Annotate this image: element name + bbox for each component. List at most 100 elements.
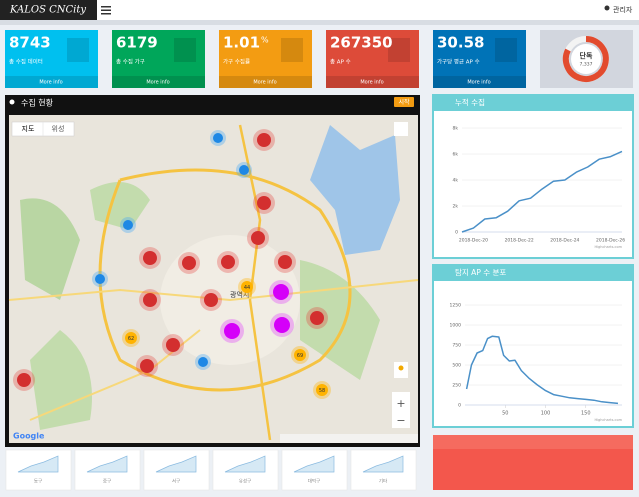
start-button[interactable] [394,97,414,107]
cluster [241,281,253,293]
more-info[interactable]: More info [253,80,276,86]
cluster [278,255,292,269]
sparkline [293,455,335,473]
cluster [224,323,240,339]
cluster-count: 62 [128,336,134,342]
panel-header [433,265,633,281]
line-series [461,150,623,233]
cluster [198,357,208,367]
cluster [213,133,223,143]
gauge-value: 7,337 [580,62,593,68]
map: + − [8,115,419,443]
stat-card [219,30,312,88]
cluster [316,384,328,396]
y-tick-label: 0 [458,403,461,409]
y-tick-label: 1000 [450,323,462,329]
cluster [294,349,306,361]
map-tab[interactable]: 지도 [22,124,35,133]
stat-unit: % [261,36,269,45]
city-label: 광역시 [230,290,249,299]
district-label: 기타 [379,478,388,485]
y-tick-label: 4k [453,178,459,184]
cluster [125,332,137,344]
menu-toggle[interactable] [101,6,111,15]
map-tab[interactable]: 위성 [52,124,65,133]
stat-label: 총 수집 가구 [116,58,145,66]
more-info[interactable]: More info [467,80,490,86]
y-tick-label: 1250 [450,303,462,309]
card-footer [433,76,526,88]
card-icon [67,38,89,62]
sparkline [224,455,266,473]
district-label: 중구 [103,479,111,485]
district-label: 유성구 [239,478,251,485]
cluster [204,293,218,307]
x-tick-label: 50 [502,411,508,417]
cluster [143,293,157,307]
stat-card [112,30,205,88]
logo-box [0,0,97,20]
stat-label: 가구당 평균 AP 수 [437,58,480,66]
panel-header [433,435,633,449]
cluster [257,196,271,210]
chart-panel [432,94,634,259]
card-icon [281,38,303,62]
stat-card [326,30,419,88]
gauge-center [571,44,601,74]
user-menu[interactable]: 관리자 [613,5,633,14]
district-label: 서구 [172,478,180,485]
cluster-count: 58 [319,388,325,394]
cluster-count: 44 [244,285,250,291]
cluster [143,251,157,265]
more-info[interactable]: More info [360,80,383,86]
card-footer [326,76,419,88]
user-icon [604,5,610,11]
divider [0,20,639,25]
cluster [166,338,180,352]
stat-value: 30.58 [437,34,484,52]
card-footer [5,76,98,88]
cluster [274,317,290,333]
chart-credit: Highcharts.com [594,418,622,422]
y-tick-label: 2k [453,204,459,210]
y-tick-label: 6k [453,152,459,158]
stat-value: 267350 [330,34,393,52]
x-tick-label: 2018-Dec-20 [459,238,488,244]
cluster [257,133,271,147]
top-bar [0,0,639,20]
stat-value: 8743 [9,34,51,52]
cluster [273,284,289,300]
card-footer [112,76,205,88]
stat-label: 총 수집 데이터 [9,58,43,66]
y-tick-label: 8k [453,126,459,132]
cluster [95,274,105,284]
stat-label: 총 AP 수 [330,58,351,66]
card-icon [388,38,410,62]
stat-card [433,30,526,88]
line-series [465,335,619,405]
panel-title: 누적 수집 [455,97,485,107]
more-info[interactable]: More info [146,80,169,86]
panel-header [433,95,633,111]
sparkline [17,455,59,473]
gauge-label: 단독 [580,51,593,60]
gauge-arc [562,36,609,82]
stat-label: 가구 수집률 [223,58,250,66]
y-tick-label: 750 [452,343,461,349]
stat-value: 1.01 [223,34,260,52]
cluster [182,256,196,270]
cluster [221,255,235,269]
more-info[interactable]: More info [39,80,62,86]
svg-text:+: + [396,397,405,410]
chart-panel [432,264,634,428]
district-label: 대덕구 [308,478,320,485]
map-title: 수집 현황 [21,98,54,108]
logo: KALOS CNCity [9,5,86,16]
chart-credit: Highcharts.com [594,245,622,249]
x-tick-label: 2018-Dec-26 [596,238,625,244]
cluster [123,220,133,230]
y-tick-label: 500 [452,363,461,369]
card-footer [219,76,312,88]
card-icon [174,38,196,62]
